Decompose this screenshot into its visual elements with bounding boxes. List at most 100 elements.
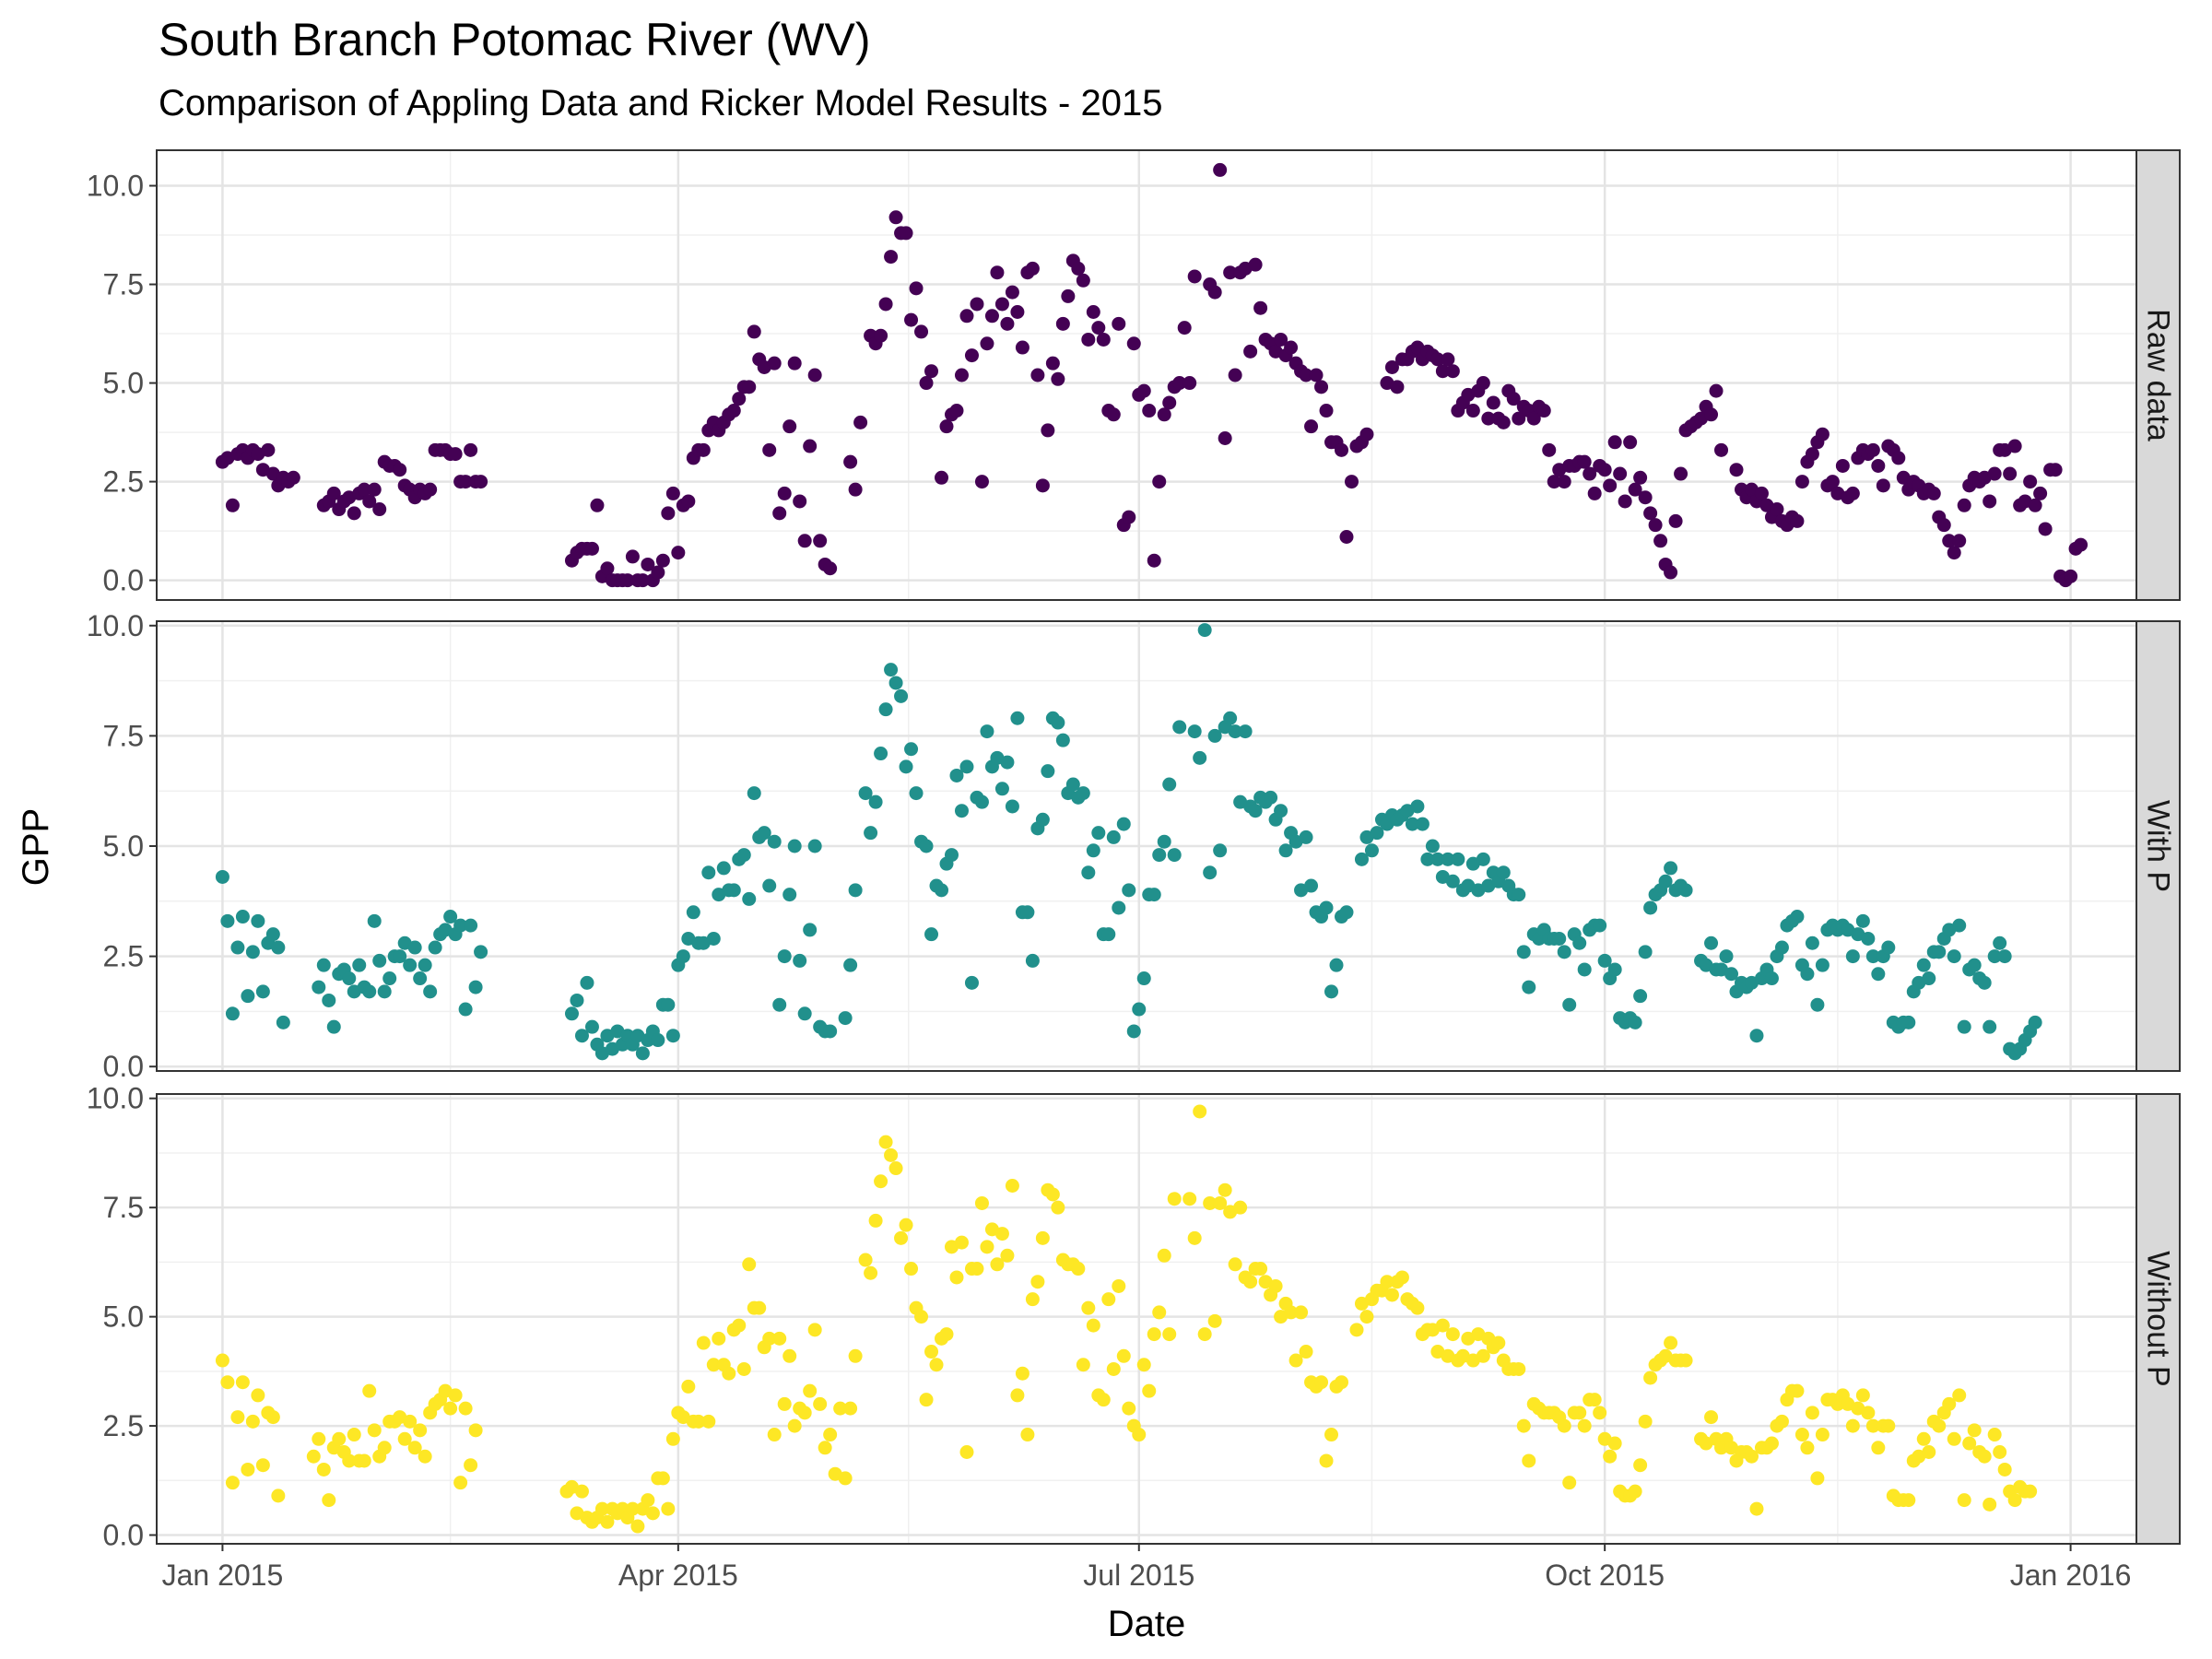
data-point: [1030, 368, 1045, 382]
data-point: [787, 1418, 802, 1433]
data-point: [813, 534, 828, 548]
data-point: [322, 993, 336, 1007]
data-point: [1871, 458, 1886, 473]
data-point: [1845, 949, 1860, 964]
data-point: [645, 1506, 660, 1521]
data-point: [1010, 305, 1025, 320]
data-point: [1881, 940, 1896, 955]
data-point: [1112, 316, 1126, 331]
data-point: [1415, 817, 1430, 831]
data-point: [448, 1388, 463, 1403]
data-point: [1638, 490, 1653, 505]
data-point: [1274, 332, 1288, 347]
x-axis-label: Date: [1108, 1604, 1186, 1644]
data-point: [1278, 843, 1293, 858]
data-point: [767, 1428, 782, 1442]
data-point: [747, 324, 761, 339]
data-point: [1055, 316, 1070, 331]
data-point: [1167, 848, 1182, 863]
data-point: [332, 1431, 347, 1446]
data-point: [1405, 817, 1419, 831]
data-point: [1977, 1449, 1992, 1464]
data-point: [1932, 945, 1947, 959]
data-point: [1643, 506, 1658, 521]
data-point: [843, 454, 858, 469]
data-point: [1248, 257, 1263, 272]
data-point: [838, 1471, 853, 1486]
data-point: [1603, 1449, 1618, 1464]
data-point: [924, 1345, 939, 1359]
data-point: [443, 1401, 458, 1416]
data-point: [787, 839, 802, 853]
y-tick-label: 10.0: [87, 1082, 144, 1115]
data-point: [215, 1353, 229, 1368]
data-point: [1172, 376, 1187, 391]
data-point: [1218, 430, 1232, 445]
data-point: [2028, 498, 2042, 512]
data-point: [884, 250, 899, 265]
data-point: [1936, 518, 1951, 533]
data-point: [362, 984, 377, 999]
data-point: [1253, 1262, 1268, 1277]
data-point: [935, 883, 949, 898]
data-point: [1101, 1292, 1116, 1307]
data-point: [1025, 953, 1040, 968]
data-point: [1380, 1275, 1394, 1289]
y-tick-label: 5.0: [103, 1300, 144, 1334]
data-point: [255, 1458, 270, 1473]
data-point: [1618, 494, 1632, 509]
data-point: [994, 1227, 1009, 1241]
data-point: [564, 1006, 579, 1021]
data-point: [772, 1331, 787, 1346]
data-point: [418, 958, 432, 972]
data-point: [1359, 1310, 1374, 1324]
data-point: [1805, 935, 1819, 950]
data-point: [1071, 261, 1086, 276]
data-point: [1557, 475, 1571, 489]
data-point: [665, 1029, 680, 1043]
data-point: [1299, 830, 1313, 844]
data-point: [1000, 316, 1015, 331]
data-point: [1476, 1348, 1490, 1363]
data-point: [1790, 513, 1805, 528]
data-point: [888, 210, 903, 225]
data-point: [914, 324, 929, 339]
data-point: [2023, 475, 2038, 489]
data-point: [1865, 1418, 1880, 1433]
data-point: [271, 940, 286, 955]
data-point: [772, 506, 787, 521]
data-point: [453, 1476, 468, 1490]
data-point: [1800, 967, 1815, 982]
data-point: [1248, 804, 1263, 818]
data-point: [1441, 352, 1455, 367]
data-point: [403, 1414, 418, 1429]
data-point: [1187, 269, 1202, 284]
data-point: [974, 475, 989, 489]
data-point: [1147, 888, 1161, 902]
data-point: [1430, 352, 1445, 367]
data-point: [2007, 1493, 2022, 1508]
data-point: [1152, 848, 1167, 863]
data-point: [342, 1453, 357, 1468]
data-point: [1522, 980, 1536, 994]
data-point: [1764, 1436, 1779, 1451]
data-point: [701, 865, 716, 880]
data-point: [1815, 1428, 1830, 1442]
data-point: [949, 1270, 964, 1285]
data-point: [1061, 288, 1076, 303]
data-point: [661, 506, 676, 521]
data-point: [1157, 407, 1171, 422]
x-tick-label: Apr 2015: [618, 1559, 738, 1592]
data-point: [1207, 285, 1222, 300]
data-point: [641, 1493, 655, 1508]
data-point: [696, 442, 711, 457]
data-point: [1081, 332, 1096, 347]
data-point: [458, 1401, 473, 1416]
data-point: [888, 1161, 903, 1176]
data-point: [1855, 913, 1870, 928]
data-point: [625, 1501, 640, 1516]
data-point: [1865, 442, 1880, 457]
data-point: [1324, 984, 1339, 999]
data-point: [1142, 404, 1157, 418]
data-point: [1855, 1388, 1870, 1403]
